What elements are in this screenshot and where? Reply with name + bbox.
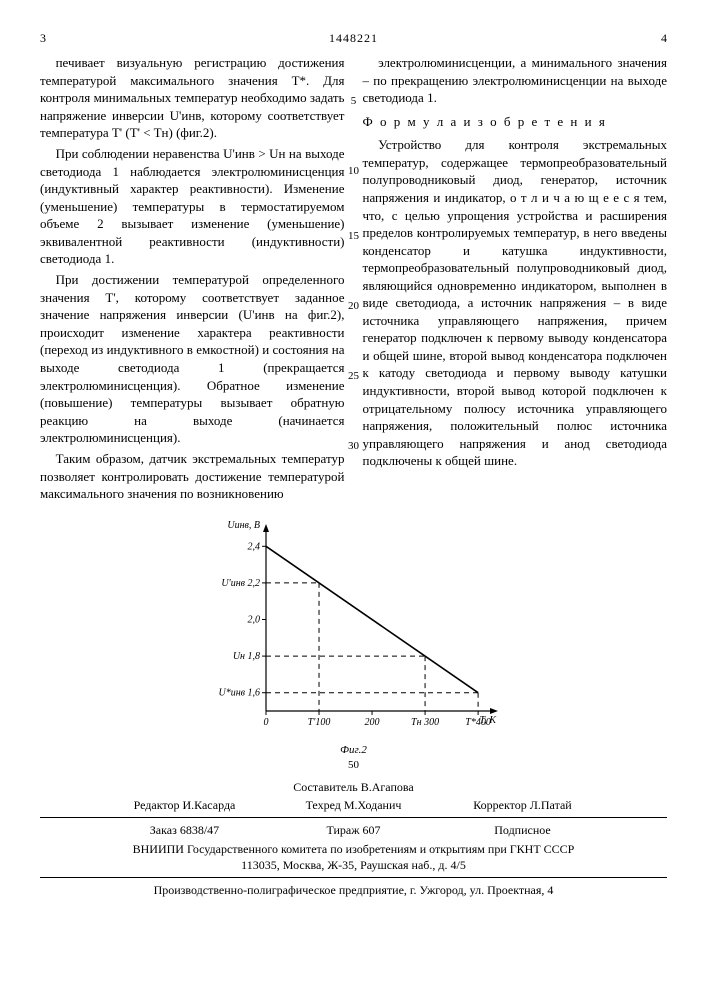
tirazh: Тираж 607: [269, 822, 438, 838]
org-line: ВНИИПИ Государственного комитета по изоб…: [40, 841, 667, 857]
svg-text:Uинв, В: Uинв, В: [227, 520, 260, 531]
right-column: электролюминисценции, а минимального зна…: [363, 54, 668, 506]
footer: Составитель В.Агапова Редактор И.Касарда…: [40, 779, 667, 898]
line-number: 10: [348, 164, 359, 179]
org-line: 113035, Москва, Ж-35, Раушская наб., д. …: [40, 857, 667, 873]
paragraph: Таким образом, датчик экстремальных темп…: [40, 450, 345, 503]
line-number: 15: [348, 229, 359, 244]
line-number: 5: [351, 94, 357, 109]
page-header: 3 1448221 4: [40, 30, 667, 46]
formula-title: Ф о р м у л а и з о б р е т е н и я: [363, 113, 668, 131]
paragraph: Устройство для контроля экстремальных те…: [363, 136, 668, 469]
svg-text:T*400: T*400: [465, 717, 491, 728]
line-number: 25: [348, 369, 359, 384]
podpisnoe: Подписное: [438, 822, 607, 838]
text-columns: печивает визуальную регистрацию достижен…: [40, 54, 667, 506]
svg-text:0: 0: [263, 717, 268, 728]
doc-number: 1448221: [46, 30, 661, 46]
paragraph: При соблюдении неравенства U'инв > Uн на…: [40, 145, 345, 268]
svg-text:2,4: 2,4: [247, 541, 260, 552]
paragraph: электролюминисценции, а минимального зна…: [363, 54, 668, 107]
paragraph: При достижении температурой определенног…: [40, 271, 345, 446]
chart-caption: Фиг.2: [40, 743, 667, 758]
chart-figure: Uинв, ВT, K0T'100200Tн 300T*400U*инв 1,6…: [40, 516, 667, 773]
page-right: 4: [661, 30, 667, 46]
page-num-below: 50: [40, 758, 667, 773]
org-line: Производственно-полиграфическое предприя…: [40, 882, 667, 898]
compiler: Составитель В.Агапова: [40, 779, 667, 795]
techred: Техред М.Ходанич: [269, 797, 438, 813]
line-number: 20: [348, 299, 359, 314]
paragraph: печивает визуальную регистрацию достижен…: [40, 54, 345, 142]
left-column: печивает визуальную регистрацию достижен…: [40, 54, 345, 506]
svg-text:200: 200: [364, 717, 379, 728]
svg-text:2,0: 2,0: [247, 614, 260, 625]
svg-text:T'100: T'100: [307, 717, 330, 728]
order: Заказ 6838/47: [100, 822, 269, 838]
editor: Редактор И.Касарда: [100, 797, 269, 813]
line-number: 30: [348, 439, 359, 454]
svg-text:U'инв 2,2: U'инв 2,2: [221, 578, 260, 589]
svg-text:U*инв 1,6: U*инв 1,6: [218, 688, 260, 699]
chart-svg: Uинв, ВT, K0T'100200Tн 300T*400U*инв 1,6…: [204, 516, 504, 741]
svg-text:Tн 300: Tн 300: [411, 717, 439, 728]
svg-text:Uн 1,8: Uн 1,8: [232, 651, 259, 662]
corrector: Корректор Л.Патай: [438, 797, 607, 813]
